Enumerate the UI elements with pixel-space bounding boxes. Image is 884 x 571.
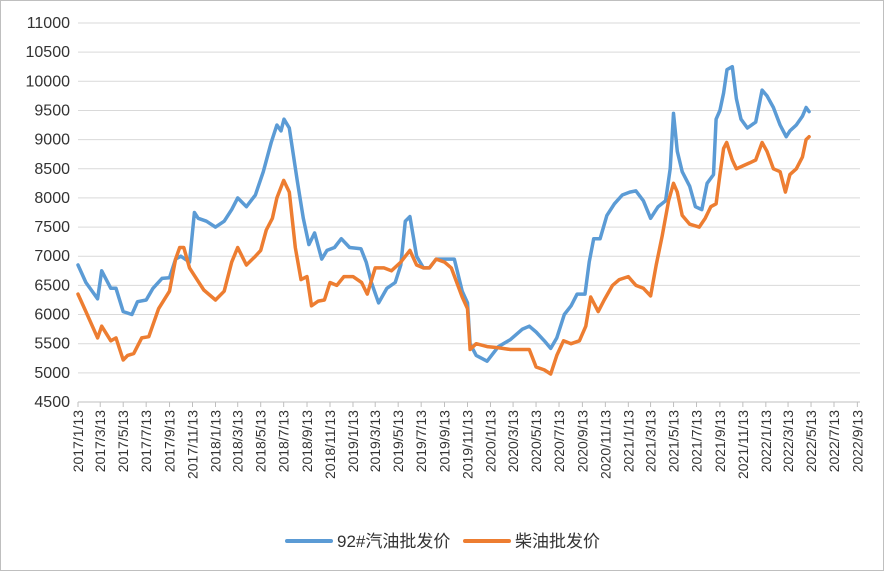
- gridlines: [78, 22, 860, 374]
- x-tick-label: 2018/3/13: [230, 410, 246, 472]
- x-tick-label: 2018/7/13: [276, 410, 292, 472]
- x-tick-label: 2018/9/13: [299, 410, 315, 472]
- x-tick-label: 2019/7/13: [413, 410, 429, 472]
- y-tick-label: 10500: [26, 44, 71, 61]
- y-tick-label: 5500: [34, 336, 70, 353]
- x-tick-label: 2017/11/13: [185, 410, 201, 479]
- x-tick-label: 2019/3/13: [367, 410, 383, 472]
- legend-label-diesel: 柴油批发价: [515, 532, 600, 551]
- x-tick-label: 2021/1/13: [620, 410, 636, 472]
- x-tick-label: 2021/5/13: [666, 410, 682, 472]
- x-tick-label: 2022/7/13: [826, 410, 842, 472]
- x-tick-label: 2018/5/13: [253, 410, 269, 472]
- x-tick-label: 2019/11/13: [459, 410, 475, 479]
- x-tick-label: 2017/1/13: [70, 410, 86, 472]
- x-tick-label: 2020/11/13: [597, 410, 613, 479]
- x-axis-ticks: 2017/1/13 2017/3/13 2017/5/13 2017/7/13 2017…: [70, 402, 865, 479]
- y-tick-label: 5000: [34, 365, 70, 382]
- x-tick-label: 2019/5/13: [390, 410, 406, 472]
- x-tick-label: 2018/11/13: [322, 410, 338, 479]
- x-tick-label: 2022/5/13: [803, 410, 819, 472]
- x-tick-label: 2020/1/13: [482, 410, 498, 472]
- x-tick-label: 2020/5/13: [528, 410, 544, 472]
- y-tick-label: 6500: [34, 277, 70, 294]
- x-tick-label: 2021/11/13: [735, 410, 751, 479]
- x-tick-label: 2017/7/13: [138, 410, 154, 472]
- x-tick-label: 2022/1/13: [758, 410, 774, 472]
- y-tick-label: 7500: [34, 219, 70, 236]
- x-tick-label: 2019/9/13: [437, 410, 453, 472]
- x-tick-label: 2017/3/13: [92, 410, 108, 472]
- x-tick-label: 2020/7/13: [551, 410, 567, 472]
- legend: 92#汽油批发价 柴油批发价: [285, 532, 600, 551]
- y-tick-label: 8500: [34, 161, 70, 178]
- x-tick-label: 2020/9/13: [574, 410, 590, 472]
- x-tick-label: 2020/3/13: [505, 410, 521, 472]
- x-tick-label: 2022/3/13: [780, 410, 796, 472]
- x-tick-label: 2021/3/13: [643, 410, 659, 472]
- x-tick-label: 2021/9/13: [712, 410, 728, 472]
- x-tick-label: 2017/9/13: [162, 410, 178, 472]
- y-tick-label: 6000: [34, 307, 70, 324]
- x-tick-label: 2022/9/13: [849, 410, 865, 472]
- x-tick-label: 2019/1/13: [345, 410, 361, 472]
- series-line-gasoline: [76, 64, 811, 363]
- x-tick-label: 2018/1/13: [207, 410, 223, 472]
- y-tick-label: 7000: [34, 248, 70, 265]
- x-tick-label: 2021/7/13: [689, 410, 705, 472]
- series-lines: [76, 64, 811, 376]
- y-tick-label: 4500: [34, 394, 70, 411]
- series-line-diesel: [76, 134, 811, 376]
- y-tick-label: 11000: [27, 15, 70, 32]
- y-tick-label: 10000: [26, 73, 71, 90]
- legend-label-gasoline: 92#汽油批发价: [337, 532, 450, 551]
- y-tick-label: 8000: [34, 190, 70, 207]
- y-tick-label: 9500: [34, 102, 70, 119]
- x-tick-label: 2017/5/13: [115, 410, 131, 472]
- y-tick-label: 9000: [34, 132, 70, 149]
- y-axis-ticks: 4500 5000 5500 6000 6500 7000 7500 8000 8500 9000…: [26, 15, 71, 411]
